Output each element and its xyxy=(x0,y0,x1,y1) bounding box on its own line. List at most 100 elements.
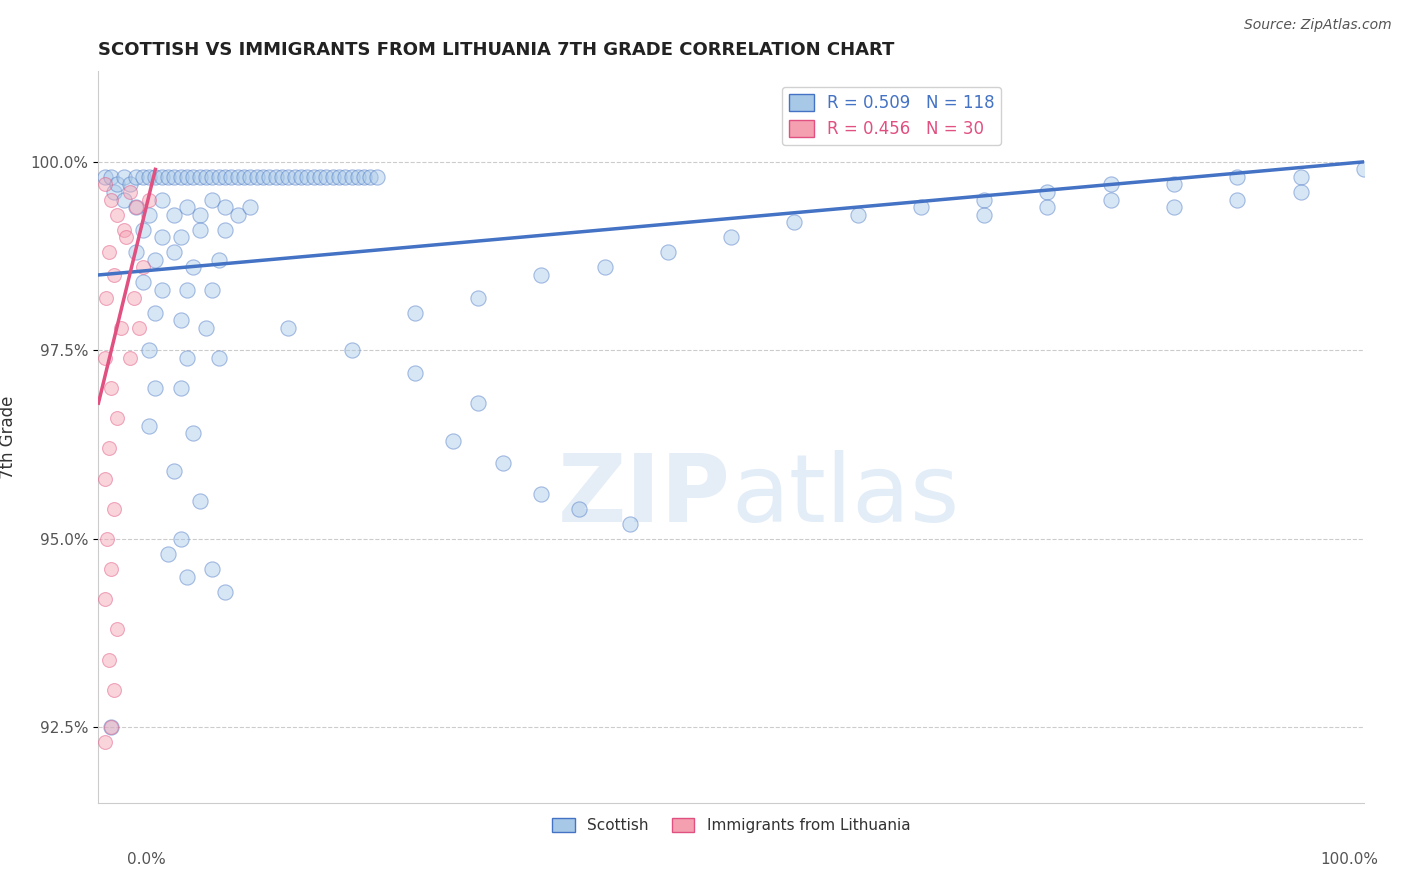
Point xyxy=(125,200,148,214)
Point xyxy=(100,381,122,395)
Point xyxy=(360,169,382,184)
Point xyxy=(103,185,125,199)
Point xyxy=(138,193,160,207)
Legend: Scottish, Immigrants from Lithuania: Scottish, Immigrants from Lithuania xyxy=(546,812,917,839)
Point xyxy=(112,169,135,184)
Point xyxy=(125,200,148,214)
Point xyxy=(328,169,350,184)
Point xyxy=(169,313,191,327)
Point xyxy=(335,169,357,184)
Point xyxy=(176,569,198,583)
Point xyxy=(103,682,125,697)
Point xyxy=(150,193,173,207)
Point xyxy=(169,532,191,546)
Point xyxy=(270,169,294,184)
Point xyxy=(163,208,186,222)
Point xyxy=(219,169,243,184)
Point xyxy=(404,366,426,380)
Text: 100.0%: 100.0% xyxy=(1320,852,1378,867)
Point xyxy=(214,223,236,237)
Point xyxy=(93,351,117,365)
Point xyxy=(169,230,191,244)
Point xyxy=(290,169,312,184)
Point xyxy=(302,169,325,184)
Point xyxy=(214,169,236,184)
Point xyxy=(93,471,117,485)
Point xyxy=(346,169,368,184)
Point xyxy=(353,169,375,184)
Point xyxy=(93,178,117,192)
Point xyxy=(132,223,155,237)
Point xyxy=(94,291,117,305)
Point xyxy=(973,208,995,222)
Point xyxy=(183,260,205,275)
Point xyxy=(201,193,224,207)
Point xyxy=(233,169,256,184)
Point xyxy=(593,260,616,275)
Point xyxy=(1099,178,1122,192)
Point xyxy=(783,215,806,229)
Text: 0.0%: 0.0% xyxy=(127,852,166,867)
Point xyxy=(100,169,122,184)
Point xyxy=(188,494,211,508)
Point xyxy=(194,169,217,184)
Point xyxy=(128,320,150,334)
Point xyxy=(176,351,198,365)
Point xyxy=(176,283,198,297)
Point xyxy=(107,208,129,222)
Point xyxy=(467,291,489,305)
Point xyxy=(1036,185,1059,199)
Point xyxy=(125,245,148,260)
Point xyxy=(176,200,198,214)
Point xyxy=(132,260,155,275)
Point xyxy=(1226,169,1249,184)
Point xyxy=(145,252,166,267)
Point xyxy=(910,200,932,214)
Point xyxy=(340,169,363,184)
Point xyxy=(441,434,464,448)
Point xyxy=(100,720,122,734)
Point xyxy=(201,562,224,576)
Point xyxy=(115,230,138,244)
Point xyxy=(226,208,249,222)
Point xyxy=(138,169,160,184)
Point xyxy=(138,418,160,433)
Point xyxy=(1036,200,1059,214)
Point xyxy=(188,223,211,237)
Point xyxy=(112,193,135,207)
Point xyxy=(125,169,148,184)
Point xyxy=(97,652,120,666)
Point xyxy=(103,268,125,282)
Point xyxy=(112,223,135,237)
Point xyxy=(720,230,742,244)
Point xyxy=(340,343,363,358)
Point xyxy=(366,169,388,184)
Point xyxy=(619,516,641,531)
Point xyxy=(150,230,173,244)
Point xyxy=(530,268,553,282)
Point xyxy=(1289,185,1312,199)
Point xyxy=(404,306,426,320)
Point xyxy=(239,200,262,214)
Point xyxy=(163,245,186,260)
Point xyxy=(107,411,129,425)
Point xyxy=(530,486,553,500)
Point xyxy=(321,169,344,184)
Point xyxy=(100,193,122,207)
Point xyxy=(132,276,155,290)
Point xyxy=(107,623,129,637)
Text: atlas: atlas xyxy=(731,450,959,541)
Point xyxy=(1099,193,1122,207)
Point xyxy=(93,735,117,749)
Point xyxy=(252,169,274,184)
Point xyxy=(138,208,160,222)
Point xyxy=(103,501,125,516)
Point xyxy=(315,169,337,184)
Point xyxy=(657,245,679,260)
Point xyxy=(284,169,307,184)
Point xyxy=(208,252,231,267)
Point xyxy=(145,169,166,184)
Point xyxy=(188,208,211,222)
Point xyxy=(96,532,118,546)
Point xyxy=(1353,162,1375,177)
